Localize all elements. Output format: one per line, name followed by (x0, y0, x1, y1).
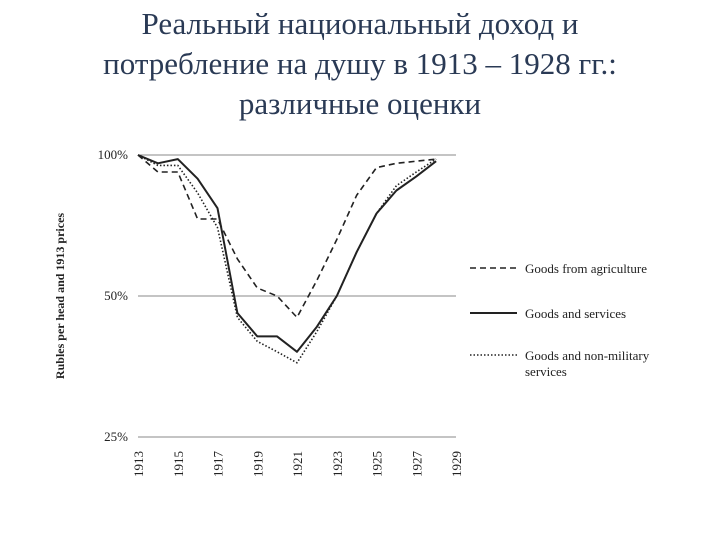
x-tick-label: 1925 (370, 451, 385, 477)
x-tick-label: 1917 (211, 451, 226, 478)
legend: Goods from agriculture Goods and services… (470, 261, 650, 379)
page-title: Реальный национальный доход и потреблени… (0, 4, 720, 124)
series-line-1 (137, 154, 437, 319)
y-tick-label: 50% (104, 288, 128, 303)
series-lines (137, 154, 437, 364)
x-axis-ticks: 1913 1915 1917 1919 1921 1923 1925 1927 1929 (131, 451, 464, 478)
y-axis-ticks: 100% 50% 25% (98, 147, 129, 444)
legend-label-1: Goods from agriculture (525, 261, 647, 276)
title-line-1: Реальный национальный доход и (141, 6, 579, 41)
x-tick-label: 1929 (449, 451, 464, 477)
y-axis-title: Rubles per head and 1913 prices (53, 213, 67, 379)
x-tick-label: 1927 (409, 451, 424, 478)
series-line-3 (137, 154, 437, 364)
x-tick-label: 1915 (171, 451, 186, 477)
legend-label-2: Goods and services (525, 306, 626, 321)
title-line-3: различные оценки (238, 86, 482, 121)
y-tick-label: 25% (104, 429, 128, 444)
legend-label-3: Goods and non-military services (525, 348, 650, 379)
gridlines (138, 154, 456, 438)
title-line-2: потребление на душу в 1913 – 1928 гг.: (103, 46, 617, 81)
x-tick-label: 1913 (131, 451, 146, 477)
y-tick-label: 100% (98, 147, 129, 162)
x-tick-label: 1921 (290, 451, 305, 477)
x-tick-label: 1919 (250, 451, 265, 477)
series-line-2 (137, 154, 437, 353)
x-tick-label: 1923 (330, 451, 345, 477)
